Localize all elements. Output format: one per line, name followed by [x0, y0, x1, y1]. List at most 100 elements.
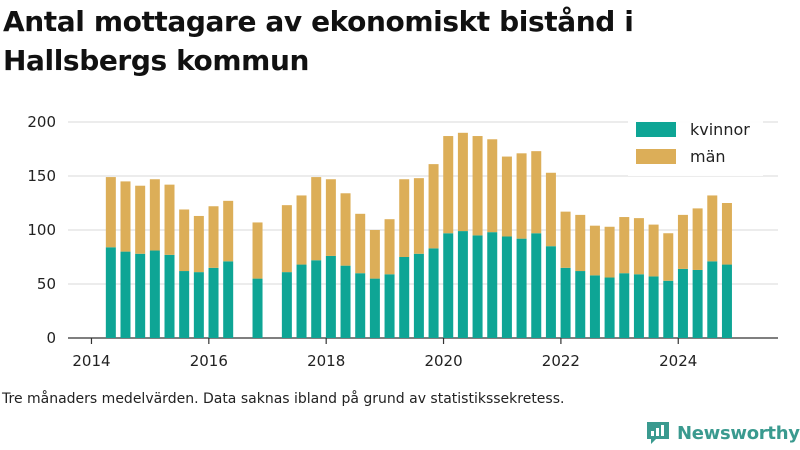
bar-kvinnor [149, 250, 160, 338]
axes: 0 50 100 150 200 2014 2016 2018 2020 2022 2024 [27, 113, 697, 370]
bar-man [135, 185, 146, 254]
bar-man [179, 209, 190, 272]
bar-man [252, 222, 263, 279]
bar-man [604, 226, 615, 278]
bar-man [413, 178, 424, 254]
bar-kvinnor [399, 257, 410, 338]
bar-man [223, 200, 234, 262]
bar-man [384, 219, 395, 275]
bar-kvinnor [325, 255, 336, 338]
bar-man [545, 172, 556, 247]
bar-man [311, 177, 322, 261]
bar-kvinnor [457, 231, 468, 338]
legend-label: män [690, 147, 726, 166]
bar-kvinnor [179, 271, 190, 338]
brand-name: Newsworthy [677, 422, 800, 444]
bar-kvinnor [428, 248, 439, 338]
bar-man [281, 205, 292, 273]
bar-man [707, 195, 718, 262]
bar-man [619, 217, 630, 274]
footnote: Tre månaders medelvärden. Data saknas ib… [2, 391, 565, 407]
legend: kvinnor män [628, 116, 763, 176]
bar-kvinnor [692, 269, 703, 338]
bar-man [692, 208, 703, 270]
bar-kvinnor [340, 265, 351, 338]
bar-man [633, 218, 644, 275]
bar-kvinnor [589, 275, 600, 338]
bar-kvinnor [164, 254, 175, 338]
bar-kvinnor [545, 246, 556, 338]
y-tick-label: 0 [46, 329, 56, 347]
bar-kvinnor [208, 267, 219, 338]
bar-kvinnor [501, 236, 512, 338]
bar-kvinnor [413, 253, 424, 338]
bar-man [663, 233, 674, 281]
bar-man [721, 203, 732, 265]
brand-logo: Newsworthy [645, 420, 800, 446]
bar-kvinnor [487, 232, 498, 338]
bar-kvinnor [531, 233, 542, 338]
legend-label: kvinnor [690, 120, 750, 139]
bar-kvinnor [648, 276, 659, 338]
bar-kvinnor [105, 247, 116, 338]
bar-man [340, 193, 351, 266]
bar-man [443, 136, 454, 234]
legend-swatch [636, 149, 676, 164]
y-tick-label: 200 [27, 113, 56, 131]
bar-man [105, 177, 116, 248]
bar-man [399, 179, 410, 257]
bar-man [575, 214, 586, 272]
bar-man [531, 151, 542, 234]
bar-kvinnor [663, 280, 674, 338]
bar-kvinnor [296, 264, 307, 338]
bar-man [501, 156, 512, 237]
x-tick-label: 2022 [542, 352, 580, 370]
bar-kvinnor [707, 261, 718, 338]
x-tick-label: 2014 [72, 352, 110, 370]
bar-man [193, 215, 204, 273]
bar-kvinnor [281, 272, 292, 338]
bar-man [428, 164, 439, 249]
bar-man [677, 214, 688, 269]
stacked-bar-chart: 0 50 100 150 200 2014 2016 2018 2020 2022 2024 kvi… [27, 113, 778, 370]
bar-kvinnor [516, 238, 527, 338]
bar-man [208, 206, 219, 268]
bar-man [369, 230, 380, 279]
legend-swatch [636, 122, 676, 137]
bar-man [325, 179, 336, 256]
bar-kvinnor [575, 271, 586, 338]
y-tick-label: 50 [37, 275, 56, 293]
bar-man [648, 224, 659, 277]
bar-man [355, 213, 366, 274]
x-tick-label: 2020 [424, 352, 462, 370]
bar-kvinnor [619, 273, 630, 338]
bar-kvinnor [193, 272, 204, 338]
bar-kvinnor [721, 264, 732, 338]
y-tick-label: 100 [27, 221, 56, 239]
bar-man [472, 136, 483, 236]
y-tick-label: 150 [27, 167, 56, 185]
bars [105, 132, 732, 338]
bar-kvinnor [633, 274, 644, 338]
bar-kvinnor [443, 233, 454, 338]
x-tick-label: 2024 [659, 352, 697, 370]
newsworthy-logo-icon [647, 422, 669, 444]
bar-kvinnor [120, 251, 131, 338]
chart-title: Antal mottagare av ekonomiskt bistånd i … [3, 5, 634, 77]
bar-kvinnor [560, 267, 571, 338]
bar-man [164, 184, 175, 255]
bar-kvinnor [311, 260, 322, 338]
x-tick-label: 2016 [190, 352, 228, 370]
bar-man [120, 181, 131, 252]
bar-man [296, 195, 307, 265]
bar-kvinnor [252, 278, 263, 338]
bar-kvinnor [472, 235, 483, 338]
bar-kvinnor [604, 277, 615, 338]
bar-man [589, 225, 600, 276]
bar-kvinnor [223, 261, 234, 338]
bar-kvinnor [677, 268, 688, 338]
bar-kvinnor [135, 253, 146, 338]
bar-kvinnor [384, 274, 395, 338]
x-tick-label: 2018 [307, 352, 345, 370]
bar-man [457, 132, 468, 232]
